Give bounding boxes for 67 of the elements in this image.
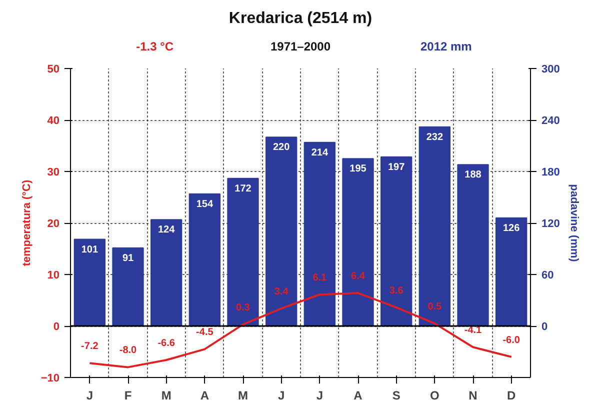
bar [188, 193, 220, 326]
data-label: 172 [234, 183, 252, 194]
x-tick-label: J [278, 388, 285, 402]
data-label: -7.2 [81, 341, 99, 352]
data-label: 195 [350, 164, 367, 175]
x-tick-label: S [392, 388, 400, 402]
y-tick-label: 50 [47, 64, 60, 76]
data-label: 6.4 [351, 271, 366, 282]
data-label: 214 [311, 147, 328, 158]
y2-axis-title: padavine (mm) [568, 184, 580, 262]
bar [227, 178, 259, 326]
y2-tick-label: 300 [542, 64, 560, 76]
data-label: 0.3 [236, 302, 250, 314]
data-label: -6.6 [158, 338, 176, 349]
bar [74, 238, 106, 326]
bar [266, 136, 298, 326]
bar [150, 219, 182, 326]
x-tick-label: M [161, 388, 172, 402]
chart-title: Kredarica (2514 m) [228, 10, 372, 27]
text: 2012 mm [420, 40, 472, 54]
text: -1.3 °C [136, 40, 174, 54]
y-tick-label: 20 [47, 218, 60, 230]
bar [380, 156, 412, 326]
data-label: 3.4 [274, 286, 289, 298]
bar [496, 217, 528, 326]
data-label: 101 [81, 244, 98, 256]
y2-tick-label: 120 [542, 218, 560, 230]
data-label: 0.5 [428, 301, 442, 312]
y-axis-title: temperatura (°C) [20, 180, 33, 266]
data-label: 126 [502, 222, 520, 234]
y-tick-label: −10 [40, 372, 60, 384]
y-tick-label: 0 [53, 321, 60, 333]
bar [457, 164, 489, 326]
data-label: -6.0 [502, 334, 520, 346]
data-label: 220 [272, 142, 290, 154]
x-tick-label: N [468, 388, 478, 402]
y-tick-label: 40 [47, 115, 60, 127]
data-label: 154 [196, 198, 214, 210]
y2-tick-label: 0 [542, 321, 548, 333]
x-tick-label: O [430, 388, 440, 402]
data-label: 188 [464, 170, 482, 181]
y-tick-label: 10 [47, 270, 60, 282]
x-tick-label: A [354, 388, 363, 402]
bar [418, 126, 450, 326]
x-tick-label: J [316, 388, 324, 402]
y2-tick-label: 60 [542, 270, 554, 282]
data-label: -4.1 [464, 325, 482, 336]
bar [112, 247, 144, 326]
y-tick-label: 30 [47, 166, 60, 178]
bar [342, 158, 374, 326]
x-tick-label: A [200, 388, 210, 402]
data-label: 6.1 [312, 272, 328, 284]
data-label: 91 [122, 252, 134, 264]
data-label: 3.6 [389, 285, 404, 296]
data-label: 124 [158, 224, 176, 236]
data-label: 197 [388, 162, 406, 173]
data-label: -4.5 [196, 327, 214, 338]
x-tick-label: D [507, 388, 516, 402]
x-tick-label: M [238, 388, 248, 402]
data-label: -8.0 [119, 345, 138, 356]
data-label: 232 [426, 132, 444, 143]
chart-subtitle: 1971–2000 [270, 40, 331, 54]
bar [304, 142, 336, 326]
y2-tick-label: 240 [542, 115, 560, 127]
x-tick-label: F [124, 388, 132, 402]
y2-tick-label: 180 [542, 166, 560, 178]
x-tick-label: J [86, 388, 94, 402]
